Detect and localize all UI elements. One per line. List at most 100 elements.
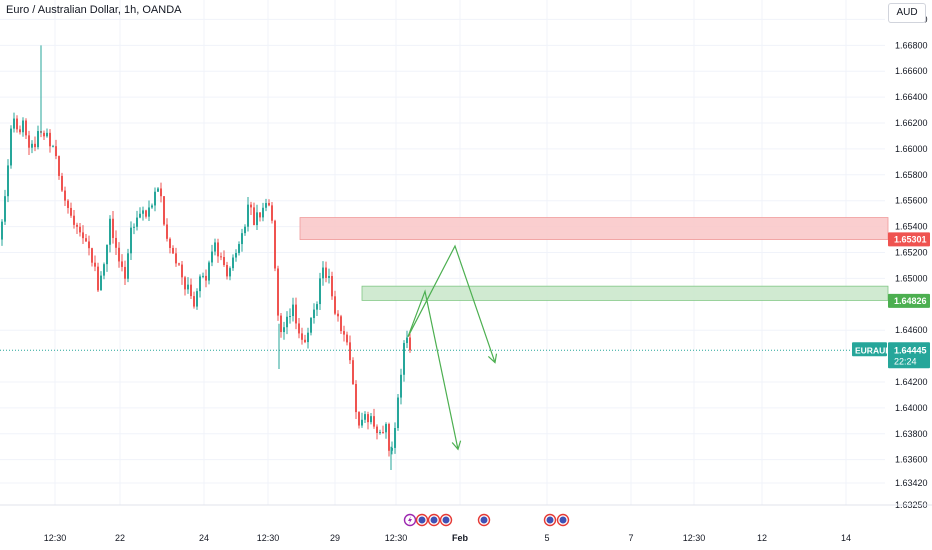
candle-body [241, 233, 243, 245]
candle-body [136, 217, 138, 227]
x-axis[interactable]: 12:30 22 24 12:30 29 12:30 Feb 5 7 12:30 12 14 [0, 504, 932, 543]
candle-body [22, 120, 24, 133]
candle-body [256, 212, 258, 226]
x-tick-label: 12:30 [385, 533, 408, 543]
candle-body [265, 203, 267, 208]
candle-body [97, 266, 99, 291]
candle-body [115, 237, 117, 248]
y-axis[interactable]: 1.670001.668001.666001.664001.662001.660… [852, 14, 930, 510]
y-tick-label: 1.66600 [895, 66, 928, 76]
y-tick-label: 1.63600 [895, 455, 928, 465]
candle-body [4, 196, 6, 222]
candle-body [403, 343, 405, 375]
candle-body [127, 253, 129, 279]
y-tick-label: 1.63800 [895, 429, 928, 439]
candle-body [211, 251, 213, 263]
candle-body [301, 333, 303, 340]
candle-body [406, 337, 408, 344]
x-tick-label: 12:30 [683, 533, 706, 543]
candle-body [358, 412, 360, 426]
flag-event-icon [427, 513, 441, 527]
candle-body [346, 334, 348, 343]
support-zone [361, 285, 889, 301]
event-marker-dot [430, 516, 438, 524]
candle-body [13, 118, 15, 129]
resistance-zone [299, 217, 889, 240]
candle-body [271, 205, 273, 221]
candle-body [73, 215, 75, 225]
candle-body [250, 204, 252, 208]
symbol-tag [852, 342, 887, 357]
arrow-head [487, 353, 498, 364]
candle-body [166, 224, 168, 239]
candle-body [94, 262, 96, 267]
support-price-label: 1.64826 [894, 296, 927, 306]
flag-event-icon [477, 513, 491, 527]
x-tick-label: 12:30 [257, 533, 280, 543]
currency-button[interactable]: AUD [888, 3, 926, 23]
candle-body [118, 247, 120, 262]
flag-event-icon [543, 513, 557, 527]
countdown-label: 22:24 [894, 356, 917, 366]
y-tick-label: 1.64600 [895, 325, 928, 335]
candle-body [55, 146, 57, 157]
flag-event-icon [556, 513, 570, 527]
symbol-label: EURAUD [855, 345, 891, 355]
candle-body [49, 132, 51, 147]
resistance-price-label: 1.65301 [894, 234, 927, 244]
candle-body [268, 203, 270, 206]
candle-body [364, 414, 366, 420]
candle-body [361, 419, 363, 426]
forecast-arrows [407, 244, 498, 451]
candle-body [397, 397, 399, 428]
candle-body [331, 276, 333, 297]
candle-body [10, 128, 12, 166]
candle-body [382, 432, 384, 434]
candle-body [103, 264, 105, 276]
candles [1, 45, 411, 471]
y-tick-label: 1.66000 [895, 144, 928, 154]
candle-body [85, 238, 87, 242]
candle-body [391, 447, 393, 451]
x-tick-label: 5 [544, 533, 549, 543]
candle-body [235, 253, 237, 258]
candle-body [109, 218, 111, 245]
candle-body [373, 416, 375, 427]
y-tick-label: 1.65000 [895, 273, 928, 283]
lightning-event-icon [403, 513, 417, 527]
candle-body [91, 248, 93, 263]
candle-body [88, 241, 90, 249]
candle-body [202, 275, 204, 277]
candle-body [307, 332, 309, 343]
candle-body [76, 224, 78, 227]
x-tick-label: 24 [199, 533, 209, 543]
candle-body [190, 284, 192, 297]
arrow-head [451, 440, 462, 451]
candle-body [130, 227, 132, 254]
x-tick-label: 14 [841, 533, 851, 543]
candle-body [64, 190, 66, 201]
y-tick-label: 1.65200 [895, 248, 928, 258]
candle-body [58, 156, 60, 176]
candle-body [328, 276, 330, 278]
candle-body [175, 253, 177, 264]
candle-body [145, 210, 147, 217]
candle-body [343, 331, 345, 335]
candle-body [226, 264, 228, 277]
candle-body [100, 275, 102, 291]
chart-title: Euro / Australian Dollar, 1h, OANDA [6, 4, 182, 16]
candle-body [208, 262, 210, 281]
candle-body [334, 296, 336, 314]
candle-body [385, 424, 387, 433]
candle-body [310, 318, 312, 333]
candle-body [220, 256, 222, 258]
candle-body [187, 284, 189, 290]
support-price-tag [888, 293, 930, 308]
candle-body [283, 327, 285, 333]
x-tick-label: Feb [452, 533, 469, 543]
event-marker-dot [418, 516, 426, 524]
candle-body [34, 143, 36, 148]
candle-body [340, 316, 342, 332]
candle-body [79, 226, 81, 233]
